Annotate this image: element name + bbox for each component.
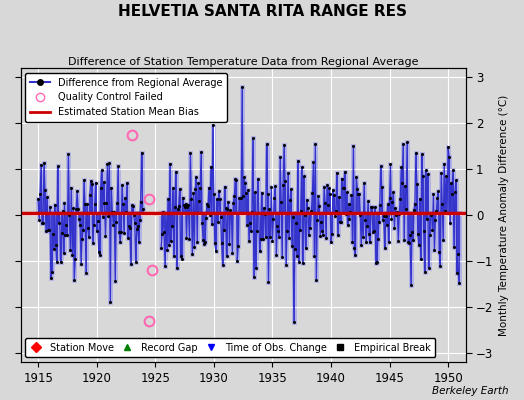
Y-axis label: Monthly Temperature Anomaly Difference (°C): Monthly Temperature Anomaly Difference (…	[499, 94, 509, 336]
Title: Difference of Station Temperature Data from Regional Average: Difference of Station Temperature Data f…	[68, 57, 418, 67]
Text: HELVETIA SANTA RITA RANGE RES: HELVETIA SANTA RITA RANGE RES	[117, 4, 407, 19]
Legend: Station Move, Record Gap, Time of Obs. Change, Empirical Break: Station Move, Record Gap, Time of Obs. C…	[26, 338, 435, 358]
Text: Berkeley Earth: Berkeley Earth	[432, 386, 508, 396]
